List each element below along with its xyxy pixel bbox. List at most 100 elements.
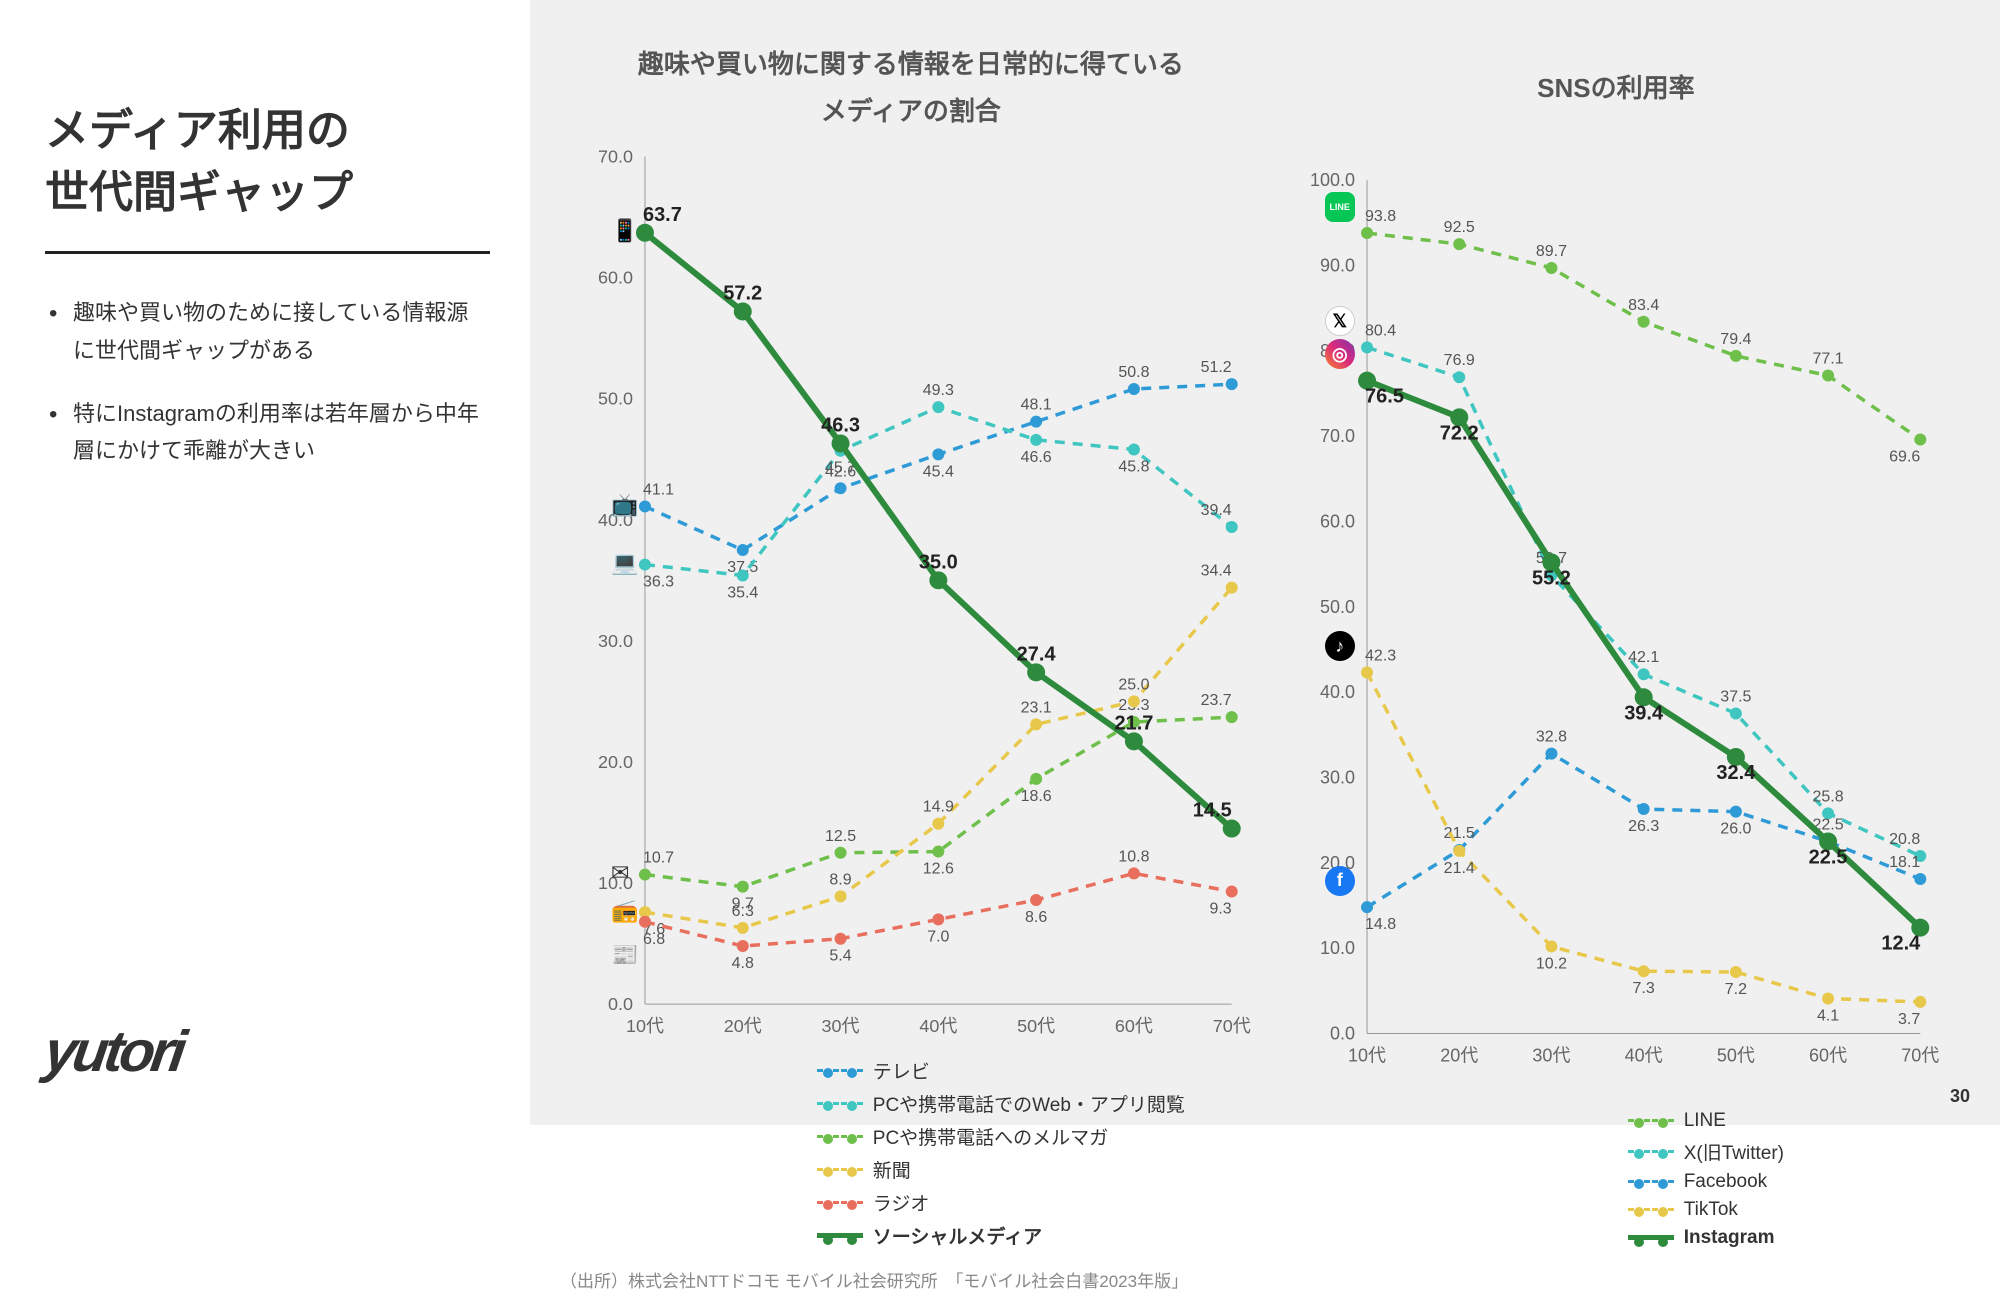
svg-text:35.0: 35.0 <box>919 551 958 573</box>
legend-label: TikTok <box>1684 1199 1738 1221</box>
svg-text:26.0: 26.0 <box>1720 821 1751 838</box>
svg-text:10.8: 10.8 <box>1118 848 1149 865</box>
svg-text:6.3: 6.3 <box>732 903 754 920</box>
📺-icon: 📺 <box>611 492 638 518</box>
line-icon: LINE <box>1325 192 1355 222</box>
legend-label: X(旧Twitter) <box>1684 1138 1784 1165</box>
svg-text:12.6: 12.6 <box>923 861 954 878</box>
svg-text:0.0: 0.0 <box>608 994 633 1014</box>
svg-text:76.9: 76.9 <box>1443 352 1474 369</box>
svg-text:34.4: 34.4 <box>1201 563 1232 580</box>
legend-label: ソーシャルメディア <box>873 1222 1042 1249</box>
svg-text:10.0: 10.0 <box>1320 938 1355 958</box>
svg-text:50.8: 50.8 <box>1118 364 1149 381</box>
svg-text:22.5: 22.5 <box>1808 846 1847 868</box>
legend-label: LINE <box>1684 1110 1726 1132</box>
legend-swatch <box>1628 1180 1674 1183</box>
legend-item: PCや携帯電話へのメルマガ <box>817 1123 1185 1150</box>
svg-text:60.0: 60.0 <box>598 268 633 288</box>
svg-text:50代: 50代 <box>1717 1046 1755 1066</box>
svg-text:48.1: 48.1 <box>1021 397 1052 414</box>
svg-text:18.1: 18.1 <box>1889 854 1920 871</box>
svg-text:50.0: 50.0 <box>598 389 633 409</box>
svg-text:20代: 20代 <box>724 1016 762 1036</box>
svg-text:55.2: 55.2 <box>1532 567 1571 589</box>
svg-text:70代: 70代 <box>1901 1046 1939 1066</box>
svg-text:7.0: 7.0 <box>927 928 949 945</box>
svg-text:60.0: 60.0 <box>1320 511 1355 531</box>
svg-text:89.7: 89.7 <box>1536 243 1567 260</box>
svg-text:37.5: 37.5 <box>1720 688 1751 705</box>
svg-text:25.0: 25.0 <box>1118 676 1149 693</box>
svg-text:45.4: 45.4 <box>923 463 954 480</box>
bullet-list: 趣味や買い物のために接している情報源に世代間ギャップがある特にInstagram… <box>45 294 490 496</box>
svg-text:40.0: 40.0 <box>1320 682 1355 702</box>
svg-text:77.1: 77.1 <box>1812 351 1843 368</box>
chart1-column: 趣味や買い物に関する情報を日常的に得ている メディアの割合 0.010.020.… <box>560 40 1262 1249</box>
svg-text:14.5: 14.5 <box>1193 800 1232 822</box>
svg-text:40代: 40代 <box>1624 1046 1662 1066</box>
chart2-column: SNSの利用率 0.010.020.030.040.050.060.070.08… <box>1282 40 1950 1249</box>
svg-text:30.0: 30.0 <box>598 631 633 651</box>
svg-text:3.7: 3.7 <box>1898 1011 1920 1028</box>
legend-item: X(旧Twitter) <box>1628 1138 1784 1165</box>
svg-text:10代: 10代 <box>626 1016 664 1036</box>
svg-text:42.3: 42.3 <box>1365 648 1396 665</box>
legend-swatch <box>817 1168 863 1171</box>
logo: yutori <box>40 1018 494 1085</box>
svg-text:50代: 50代 <box>1017 1016 1055 1036</box>
svg-text:83.4: 83.4 <box>1628 297 1659 314</box>
svg-text:50.0: 50.0 <box>1320 597 1355 617</box>
svg-text:4.1: 4.1 <box>1817 1008 1839 1025</box>
svg-text:10.2: 10.2 <box>1536 955 1567 972</box>
legend-swatch <box>817 1102 863 1105</box>
📰-icon: 📰 <box>611 942 638 968</box>
chart1-legend: テレビPCや携帯電話でのWeb・アプリ閲覧PCや携帯電話へのメルマガ新聞ラジオソ… <box>817 1057 1185 1249</box>
💻-icon: 💻 <box>611 550 638 576</box>
svg-text:72.2: 72.2 <box>1439 422 1478 444</box>
svg-text:30代: 30代 <box>822 1016 860 1036</box>
page-number: 30 <box>1950 1086 1970 1107</box>
svg-text:79.4: 79.4 <box>1720 331 1751 348</box>
sidebar: メディア利用の世代間ギャップ 趣味や買い物のために接している情報源に世代間ギャッ… <box>0 0 530 1125</box>
legend-swatch <box>817 1135 863 1138</box>
svg-text:10.7: 10.7 <box>643 850 674 867</box>
svg-text:23.7: 23.7 <box>1201 692 1232 709</box>
svg-text:14.9: 14.9 <box>923 799 954 816</box>
bullet-item: 特にInstagramの利用率は若年層から中年層にかけて乖離が大きい <box>45 395 490 470</box>
legend-item: ラジオ <box>817 1189 1185 1216</box>
legend-item: TikTok <box>1628 1199 1784 1221</box>
svg-text:0.0: 0.0 <box>1330 1023 1355 1043</box>
svg-text:45.8: 45.8 <box>1118 459 1149 476</box>
instagram-icon: ◎ <box>1325 339 1355 369</box>
legend-swatch <box>1628 1208 1674 1211</box>
legend-swatch <box>1628 1235 1674 1240</box>
tiktok-icon: ♪ <box>1325 631 1355 661</box>
svg-text:26.3: 26.3 <box>1628 818 1659 835</box>
svg-text:10代: 10代 <box>1348 1046 1386 1066</box>
svg-text:12.5: 12.5 <box>825 828 856 845</box>
x-icon: 𝕏 <box>1325 306 1355 336</box>
svg-text:90.0: 90.0 <box>1320 255 1355 275</box>
svg-text:5.4: 5.4 <box>829 948 851 965</box>
svg-text:20.8: 20.8 <box>1889 831 1920 848</box>
svg-text:30.0: 30.0 <box>1320 767 1355 787</box>
svg-text:8.9: 8.9 <box>829 871 851 888</box>
svg-text:93.8: 93.8 <box>1365 208 1396 225</box>
legend-item: ソーシャルメディア <box>817 1222 1185 1249</box>
svg-text:70代: 70代 <box>1213 1016 1251 1036</box>
svg-text:20代: 20代 <box>1440 1046 1478 1066</box>
legend-swatch <box>817 1201 863 1204</box>
svg-text:32.8: 32.8 <box>1536 729 1567 746</box>
svg-text:18.6: 18.6 <box>1021 788 1052 805</box>
svg-text:6.8: 6.8 <box>643 931 665 948</box>
svg-text:49.3: 49.3 <box>923 382 954 399</box>
svg-text:69.6: 69.6 <box>1889 449 1920 466</box>
svg-text:14.8: 14.8 <box>1365 916 1396 933</box>
legend-item: 新聞 <box>817 1156 1185 1183</box>
page-title: メディア利用の世代間ギャップ <box>45 100 490 254</box>
svg-text:76.5: 76.5 <box>1365 386 1404 408</box>
legend-swatch <box>817 1069 863 1072</box>
svg-text:27.4: 27.4 <box>1017 643 1056 665</box>
svg-text:7.3: 7.3 <box>1632 980 1654 997</box>
